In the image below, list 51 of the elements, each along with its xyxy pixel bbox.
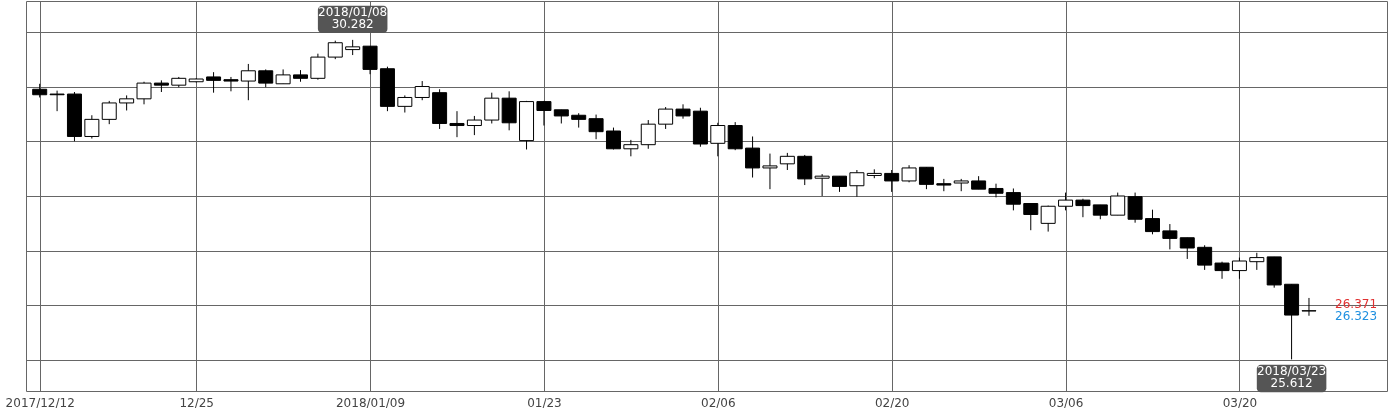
- candlestick: [814, 173, 830, 197]
- candlestick: [727, 121, 743, 151]
- candlestick: [362, 45, 378, 75]
- candlestick: [414, 80, 430, 101]
- candlestick: [1005, 187, 1021, 211]
- x-tick-label: 12/25: [179, 395, 214, 409]
- candlestick: [310, 53, 326, 81]
- candlestick: [658, 106, 674, 130]
- candlestick: [623, 139, 639, 157]
- candlestick: [240, 63, 256, 101]
- candlestick: [466, 115, 482, 136]
- candlestick: [797, 154, 813, 186]
- candlestick: [1040, 205, 1056, 233]
- candlestick: [536, 100, 552, 127]
- candlestick: [101, 100, 117, 125]
- x-tick-label: 2017/12/12: [5, 395, 75, 409]
- candlestick: [1231, 257, 1247, 280]
- x-tick-label: 03/06: [1048, 395, 1084, 409]
- candlestick: [327, 40, 343, 60]
- candlestick: [762, 153, 778, 190]
- candlestick: [745, 135, 761, 179]
- candlestick: [1110, 192, 1126, 216]
- x-tick-label: 01/23: [527, 395, 562, 409]
- candlestick: [1144, 209, 1160, 235]
- candlestick: [1179, 237, 1195, 260]
- candlestick: [223, 76, 239, 92]
- candlestick: [84, 114, 100, 140]
- candlestick: [49, 90, 65, 112]
- candlestick: [710, 122, 726, 157]
- text: 26.323: [1335, 308, 1378, 323]
- candlestick: [884, 169, 900, 193]
- candlestick: [1214, 261, 1230, 280]
- candlestick: [588, 114, 604, 140]
- candlestick: [449, 110, 465, 138]
- candlestick: [1127, 192, 1143, 224]
- x-tick-label: 03/20: [1222, 395, 1258, 409]
- candlestick: [206, 71, 222, 94]
- x-tick-label: 02/06: [701, 395, 736, 409]
- x-tick-label: 2018/01/09: [335, 395, 406, 409]
- annotation: 2018/03/23 25.612: [1257, 363, 1327, 390]
- candlestick: [1301, 297, 1317, 317]
- x-tick-label: 02/20: [874, 395, 910, 409]
- candlestick: [1162, 223, 1178, 250]
- candlestick: [918, 166, 934, 190]
- annotation: 2018/01/08 30.282: [318, 4, 388, 31]
- candlestick: [1197, 244, 1213, 271]
- candlestick: [988, 183, 1004, 198]
- candlestick: [640, 119, 656, 150]
- candlestick: [484, 92, 500, 124]
- candlestick: [1023, 203, 1039, 231]
- candlestick: [849, 169, 865, 198]
